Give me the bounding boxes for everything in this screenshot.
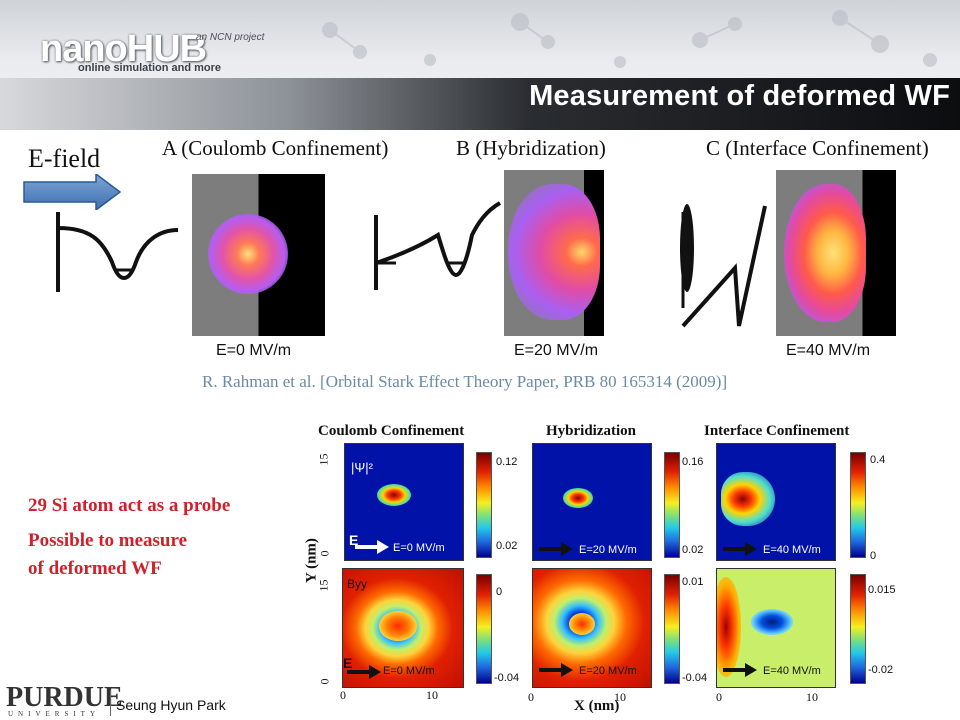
colorbar-bottom-e20 [664, 574, 680, 684]
colorbar-top-e0-min: 0.02 [496, 540, 518, 552]
heatmap-psi-e0: |Ψ|² E E=0 MV/m [344, 443, 464, 561]
colorbar-top-e20 [664, 452, 680, 558]
x-tick-0-panel2: 0 [528, 690, 534, 704]
wavefunction-image-b [504, 170, 604, 336]
colorbar-bottom-e0-max: 0 [496, 586, 503, 598]
purdue-university-label: UNIVERSITY [8, 710, 100, 718]
e-arrow-icon-bottom-e40 [723, 663, 757, 677]
colorbar-top-e20-max: 0.16 [682, 456, 704, 468]
heatmap-byy-e20: E=20 MV/m [532, 568, 652, 688]
molecule-background-decoration [322, 10, 937, 68]
field-label-b: E=20 MV/m [514, 342, 599, 359]
colorbar-bottom-e40 [850, 574, 866, 684]
field-label-bottom-e0: E=0 MV/m [383, 665, 435, 677]
wavefunction-image-a [192, 174, 325, 336]
field-label-a: E=0 MV/m [216, 342, 292, 359]
x-tick-10-panel2: 10 [614, 690, 626, 704]
e-arrow-icon-bottom-e0 [347, 665, 381, 679]
ncn-project-label: an NCN project [196, 32, 265, 43]
field-label-top-e40: E=40 MV/m [763, 544, 821, 556]
x-axis-label: X (nm) [574, 698, 620, 714]
e-arrow-icon-top-e20 [539, 542, 573, 556]
panel-title-coulomb: Coulomb Confinement [318, 423, 465, 439]
author-name: Seung Hyun Park [116, 697, 226, 713]
y-tick-bottom-0: 0 [317, 678, 332, 685]
column-b-heading: B (Hybridization) [456, 136, 606, 160]
colorbar-bottom-e0 [476, 574, 492, 684]
column-a-heading: A (Coulomb Confinement) [162, 136, 389, 160]
heatmap-psi-e20: E=20 MV/m [532, 443, 652, 561]
e-vector-label-bottom: E [343, 655, 353, 671]
wavefunction-image-c [776, 170, 896, 336]
field-label-top-e20: E=20 MV/m [579, 544, 637, 556]
heatmap-byy-e0: Byy E E=0 MV/m [342, 568, 464, 688]
potential-sketch-c [680, 204, 767, 328]
colorbar-bottom-e20-max: 0.01 [682, 576, 704, 588]
x-tick-0-panel3: 0 [716, 690, 722, 704]
heatmap-byy-e40: E=40 MV/m [716, 568, 836, 688]
efield-arrow-icon [23, 174, 122, 210]
potential-sketch-b [374, 201, 502, 290]
slide-title: Measurement of deformed WF [529, 80, 950, 112]
x-tick-10-panel1: 10 [426, 688, 438, 702]
reference-citation: R. Rahman et al. [Orbital Stark Effect T… [202, 372, 728, 391]
e-arrow-icon-top-e0 [355, 540, 389, 554]
field-label-c: E=40 MV/m [786, 342, 871, 359]
footer-divider [110, 690, 111, 716]
nanohub-logo: nanoHUB [40, 28, 207, 70]
nanohub-tagline: online simulation and more [78, 62, 222, 74]
colorbar-top-e0 [476, 452, 492, 558]
note-probe: 29 Si atom act as a probe [28, 495, 231, 516]
field-label-bottom-e20: E=20 MV/m [579, 665, 637, 677]
colorbar-top-e40-min: 0 [870, 550, 877, 562]
colorbar-bottom-e40-max: 0.015 [868, 584, 896, 596]
column-c-heading: C (Interface Confinement) [706, 136, 929, 160]
psi-squared-label: |Ψ|² [351, 460, 373, 475]
colorbar-top-e40-max: 0.4 [870, 454, 886, 466]
potential-sketch-a [56, 212, 179, 292]
panel-title-hybridization: Hybridization [546, 423, 637, 439]
colorbar-top-e40 [850, 452, 866, 558]
purdue-logo: PURDUE [6, 682, 123, 713]
x-tick-0-panel1: 0 [340, 688, 346, 702]
y-tick-bottom-15: 15 [316, 579, 331, 592]
field-label-top-e0: E=0 MV/m [393, 542, 445, 554]
byy-label: Byy [347, 577, 368, 591]
colorbar-bottom-e20-min: -0.04 [682, 672, 708, 684]
efield-label: E-field [28, 144, 101, 173]
panel-title-interface: Interface Confinement [704, 423, 850, 439]
colorbar-top-e0-max: 0.12 [496, 456, 518, 468]
note-deformed-wf: of deformed WF [28, 558, 162, 579]
y-tick-top-0: 0 [317, 550, 332, 557]
x-tick-10-panel3: 10 [806, 690, 818, 704]
e-vector-label-top: E [349, 532, 359, 548]
e-arrow-icon-top-e40 [723, 542, 757, 556]
colorbar-top-e20-min: 0.02 [682, 544, 704, 556]
title-bar [0, 78, 960, 130]
e-arrow-icon-bottom-e20 [539, 663, 573, 677]
note-measure: Possible to measure [28, 530, 188, 551]
colorbar-bottom-e0-min: -0.04 [494, 672, 520, 684]
y-tick-top-15: 15 [316, 453, 331, 466]
field-label-bottom-e40: E=40 MV/m [763, 665, 821, 677]
heatmap-psi-e40: E=40 MV/m [716, 443, 836, 561]
colorbar-bottom-e40-min: -0.02 [868, 664, 894, 676]
